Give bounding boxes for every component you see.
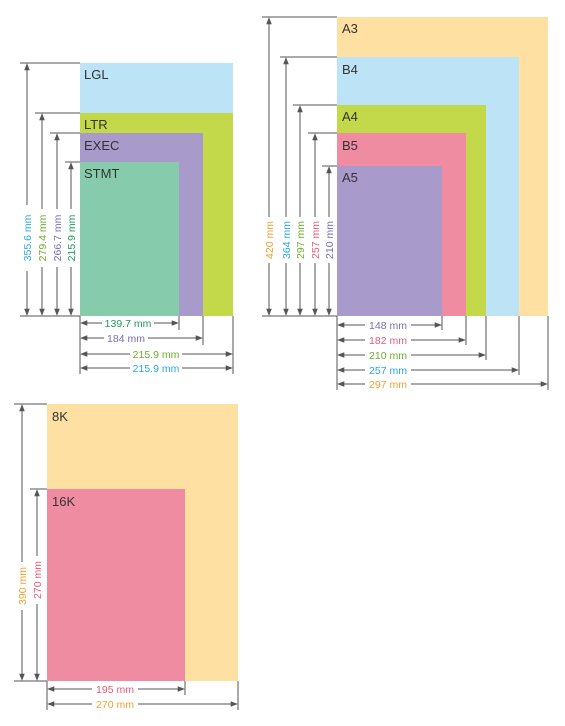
paper-label-a5: A5 (342, 170, 358, 185)
height-label-exec: 266.7 mm (52, 214, 64, 261)
height-label-lgl: 355.6 mm (22, 214, 34, 261)
height-label-a3: 420 mm (264, 221, 276, 259)
height-label-stmt: 215.9 mm (66, 214, 78, 261)
width-label-8k: 270 mm (96, 699, 134, 711)
iso-group: A3 B4 A4 B5 A5 420 mm 364 mm 297 mm 257 … (262, 16, 549, 391)
width-label-lgl: 215.9 mm (133, 363, 180, 375)
width-label-b4: 257 mm (369, 365, 407, 377)
height-label-b5: 257 mm (310, 221, 322, 259)
width-label-16k: 195 mm (96, 684, 134, 696)
width-label-b5: 182 mm (369, 335, 407, 347)
height-label-8k: 390 mm (17, 567, 29, 605)
paper-label-b4: B4 (342, 62, 358, 77)
paper-label-stmt: STMT (84, 166, 119, 181)
paper-label-b5: B5 (342, 138, 358, 153)
paper-label-8k: 8K (52, 409, 68, 424)
height-label-16k: 270 mm (32, 561, 44, 599)
paper-label-ltr: LTR (84, 117, 108, 132)
paper-label-exec: EXEC (84, 138, 119, 153)
height-label-ltr: 279.4 mm (37, 214, 49, 261)
height-label-b4: 364 mm (281, 221, 293, 259)
paper-label-a3: A3 (342, 21, 358, 36)
height-label-a4: 297 mm (295, 221, 307, 259)
chinese-group: 8K 16K 390 mm 270 mm 195 mm 270 mm (14, 403, 239, 711)
paper-rect-a5 (337, 166, 442, 316)
height-label-a5: 210 mm (324, 221, 336, 259)
width-label-a5: 148 mm (369, 320, 407, 332)
north-america-group: LGL LTR EXEC STMT 355.6 mm 279.4 mm 266.… (20, 62, 234, 375)
paper-label-lgl: LGL (84, 67, 109, 82)
paper-rect-stmt (80, 162, 179, 316)
paper-label-16k: 16K (52, 494, 75, 509)
width-label-exec: 184 mm (107, 333, 145, 345)
paper-label-a4: A4 (342, 109, 358, 124)
width-label-stmt: 139.7 mm (105, 318, 152, 330)
width-label-a4: 210 mm (369, 350, 407, 362)
paper-rect-16k (47, 489, 185, 681)
width-label-ltr: 215.9 mm (133, 349, 180, 361)
width-label-a3: 297 mm (369, 379, 407, 391)
